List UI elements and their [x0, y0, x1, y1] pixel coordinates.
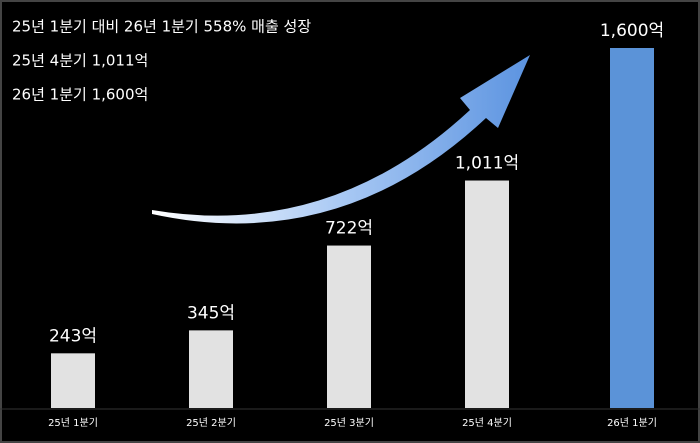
- value-label: 1,011억: [455, 154, 519, 174]
- bar: [610, 48, 654, 408]
- value-label: 345억: [187, 303, 235, 323]
- bar: [189, 330, 233, 408]
- x-tick-label: 25년 3분기: [324, 417, 374, 429]
- x-tick-label: 25년 4분기: [462, 417, 512, 429]
- growth-arrow: [152, 55, 530, 224]
- value-label: 722억: [325, 219, 373, 239]
- bar: [51, 353, 95, 408]
- annotation: 26년 1분기 1,600억: [12, 86, 148, 104]
- annotation: 25년 1분기 대비 26년 1분기 558% 매출 성장: [12, 18, 311, 36]
- value-label: 243억: [49, 326, 97, 346]
- x-tick-label: 25년 2분기: [186, 417, 236, 429]
- x-tick-label: 26년 1분기: [607, 417, 657, 429]
- value-label: 1,600억: [600, 21, 664, 41]
- bar: [327, 245, 371, 408]
- x-tick-label: 25년 1분기: [48, 417, 98, 429]
- bar: [465, 180, 509, 408]
- annotation: 25년 4분기 1,011억: [12, 52, 148, 70]
